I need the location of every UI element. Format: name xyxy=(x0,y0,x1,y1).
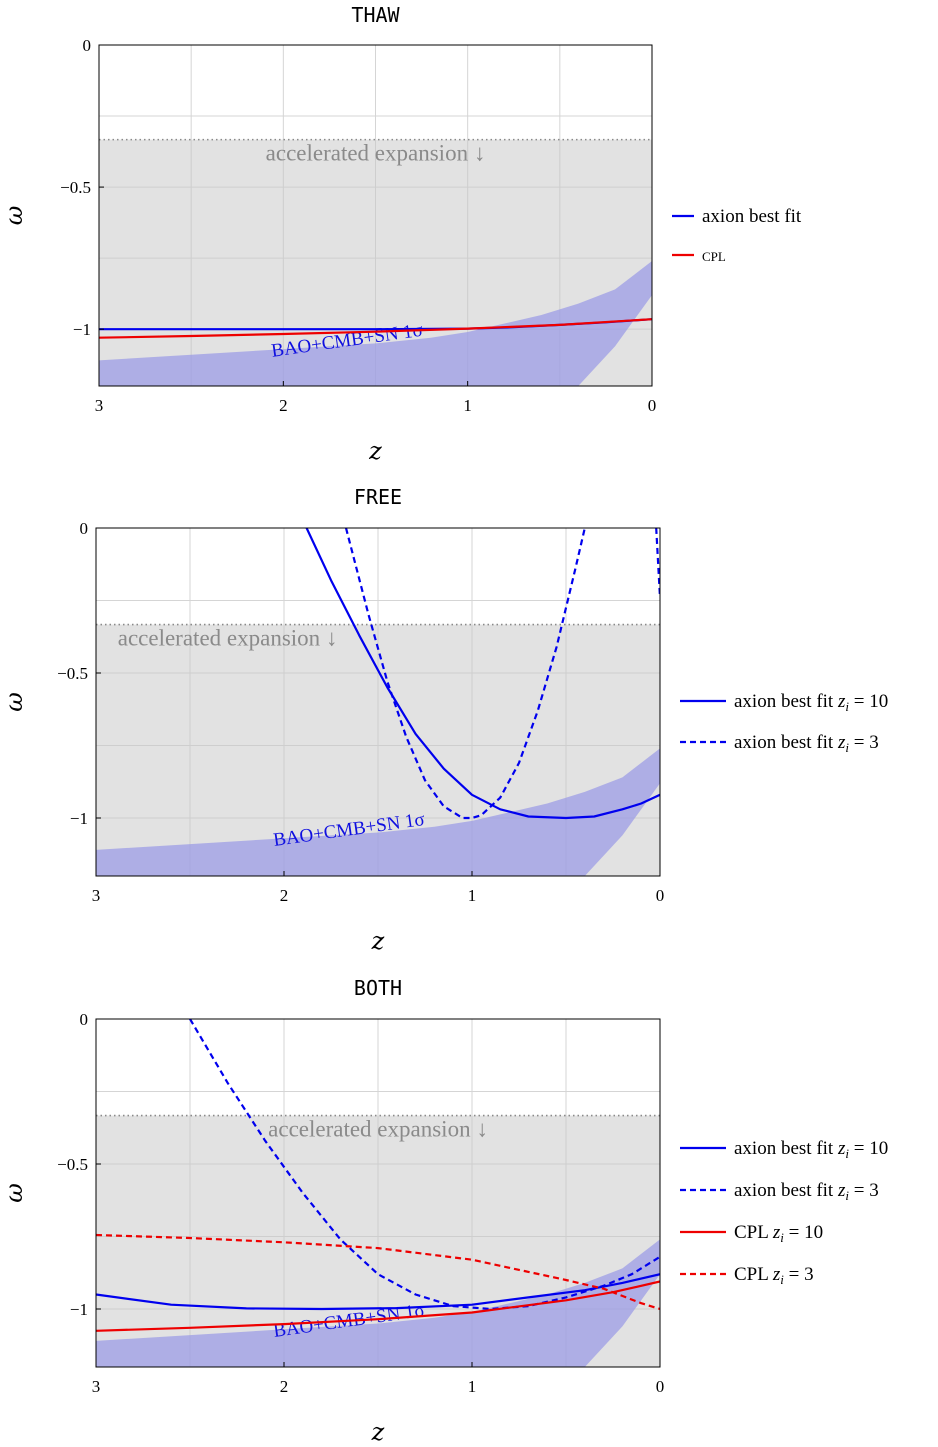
legend: axion best fit zi = 10 axion best fit zi … xyxy=(680,691,888,755)
y-tick-label: 0 xyxy=(80,519,89,538)
legend-label: axion best fit xyxy=(702,206,802,227)
accel-annotation: accelerated expansion ↓ xyxy=(268,1117,488,1142)
series-line-2 xyxy=(96,1280,660,1332)
y-tick-label: −0.5 xyxy=(57,1155,88,1174)
y-tick-label: −0.5 xyxy=(57,664,88,683)
legend: axion best fit CPL xyxy=(672,206,802,264)
legend-label: axion best fit zi = 3 xyxy=(734,1180,879,1203)
legend-label: CPL zi = 3 xyxy=(734,1264,814,1287)
series-line-2 xyxy=(655,528,660,598)
x-tick-label: 2 xyxy=(280,886,289,905)
y-tick-label: 0 xyxy=(83,36,92,55)
series-line-1 xyxy=(189,1019,660,1311)
x-axis-label: z xyxy=(371,1418,385,1446)
series-line-1 xyxy=(344,528,586,820)
confidence-band xyxy=(96,748,660,876)
x-tick-label: 3 xyxy=(95,396,104,415)
series-line-1 xyxy=(99,318,652,339)
legend-label: axion best fit zi = 10 xyxy=(734,691,888,714)
legend-label: axion best fit zi = 10 xyxy=(734,1138,888,1161)
x-tick-label: 2 xyxy=(279,396,288,415)
legend-label: CPL zi = 10 xyxy=(734,1222,823,1245)
series-line-0 xyxy=(305,528,660,820)
axes-frame xyxy=(95,527,661,877)
chart-title: THAW xyxy=(351,3,400,27)
x-tick-label: 1 xyxy=(468,1377,477,1396)
x-tick-label: 0 xyxy=(648,396,657,415)
x-tick-label: 3 xyxy=(92,886,101,905)
confidence-band xyxy=(99,261,652,386)
y-tick-label: −1 xyxy=(70,1300,88,1319)
legend-label: CPL xyxy=(702,249,726,264)
x-tick-label: 1 xyxy=(468,886,477,905)
accel-annotation: accelerated expansion ↓ xyxy=(118,626,338,651)
y-axis-label: ω xyxy=(0,206,28,226)
axes-frame xyxy=(95,1018,661,1368)
x-tick-label: 1 xyxy=(463,396,472,415)
x-axis-label: z xyxy=(371,927,385,955)
y-tick-label: −1 xyxy=(70,809,88,828)
accel-annotation: accelerated expansion ↓ xyxy=(266,141,486,166)
y-axis-label: ω xyxy=(0,1183,28,1203)
y-tick-label: −0.5 xyxy=(60,178,91,197)
y-axis-label: ω xyxy=(0,692,28,712)
axes-frame xyxy=(98,44,653,387)
legend: axion best fit zi = 10 axion best fit zi … xyxy=(680,1138,888,1287)
y-tick-label: −1 xyxy=(73,320,91,339)
confidence-band xyxy=(96,1239,660,1367)
y-tick-label: 0 xyxy=(80,1010,89,1029)
legend-label: axion best fit zi = 3 xyxy=(734,732,879,755)
x-tick-label: 2 xyxy=(280,1377,289,1396)
x-tick-label: 3 xyxy=(92,1377,101,1396)
series-line-3 xyxy=(96,1233,660,1311)
x-axis-label: z xyxy=(368,437,382,465)
x-tick-label: 0 xyxy=(656,1377,665,1396)
chart-title: FREE xyxy=(354,485,402,509)
x-tick-label: 0 xyxy=(656,886,665,905)
chart-title: BOTH xyxy=(354,976,402,1000)
grid xyxy=(96,528,660,876)
